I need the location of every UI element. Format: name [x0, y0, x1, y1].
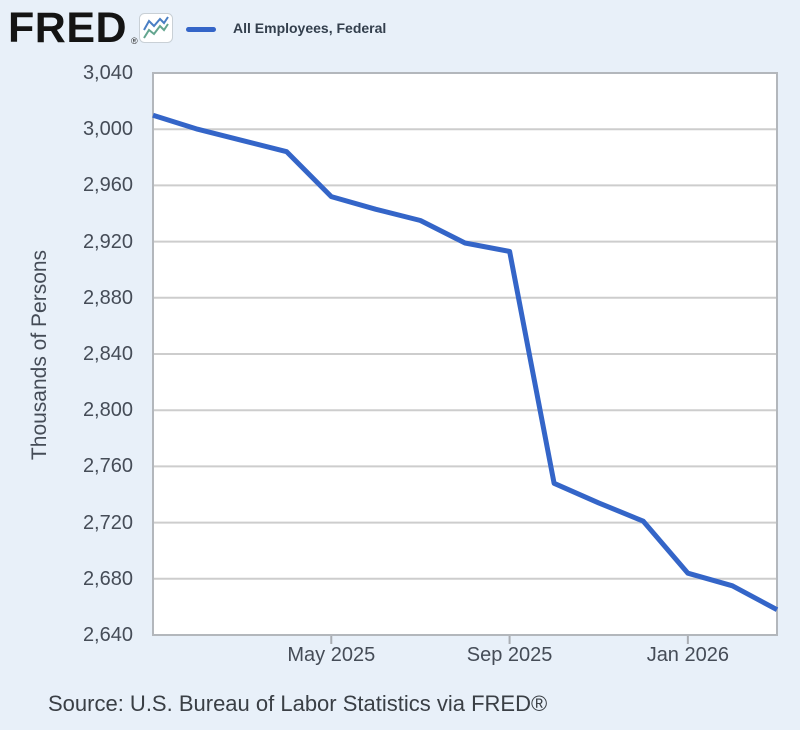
- y-tick-label: 2,680: [82, 567, 133, 590]
- y-tick-label: 2,640: [82, 624, 133, 646]
- legend-line-swatch: [186, 27, 216, 32]
- x-tick-label: Sep 2025: [466, 644, 553, 666]
- registered-trademark: ®: [131, 36, 138, 46]
- y-tick-label: 2,960: [82, 174, 133, 197]
- y-tick-label: 2,880: [82, 286, 133, 309]
- y-tick-label: 2,840: [82, 343, 133, 365]
- y-tick-label: 3,040: [82, 62, 133, 84]
- y-axis-title: Thousands of Persons: [28, 249, 51, 461]
- y-tick-label: 2,920: [82, 230, 133, 253]
- fred-logo[interactable]: FRED: [8, 4, 128, 52]
- icon-series-line-teal: [143, 23, 169, 39]
- y-tick-label: 3,000: [82, 118, 133, 141]
- x-tick-label: May 2025: [287, 644, 376, 666]
- legend-series-label: All Employees, Federal: [233, 20, 387, 36]
- x-tick-label: Jan 2026: [646, 644, 729, 666]
- mini-line-chart-icon: [139, 13, 173, 43]
- y-tick-label: 2,800: [82, 399, 133, 422]
- y-tick-label: 2,720: [82, 511, 133, 534]
- y-tick-label: 2,760: [82, 455, 133, 478]
- source-attribution: Source: U.S. Bureau of Labor Statistics …: [48, 691, 548, 716]
- data-line-all-employees-federal: [152, 112, 779, 612]
- plot-border: [152, 72, 778, 636]
- icon-series-line-blue: [143, 16, 169, 31]
